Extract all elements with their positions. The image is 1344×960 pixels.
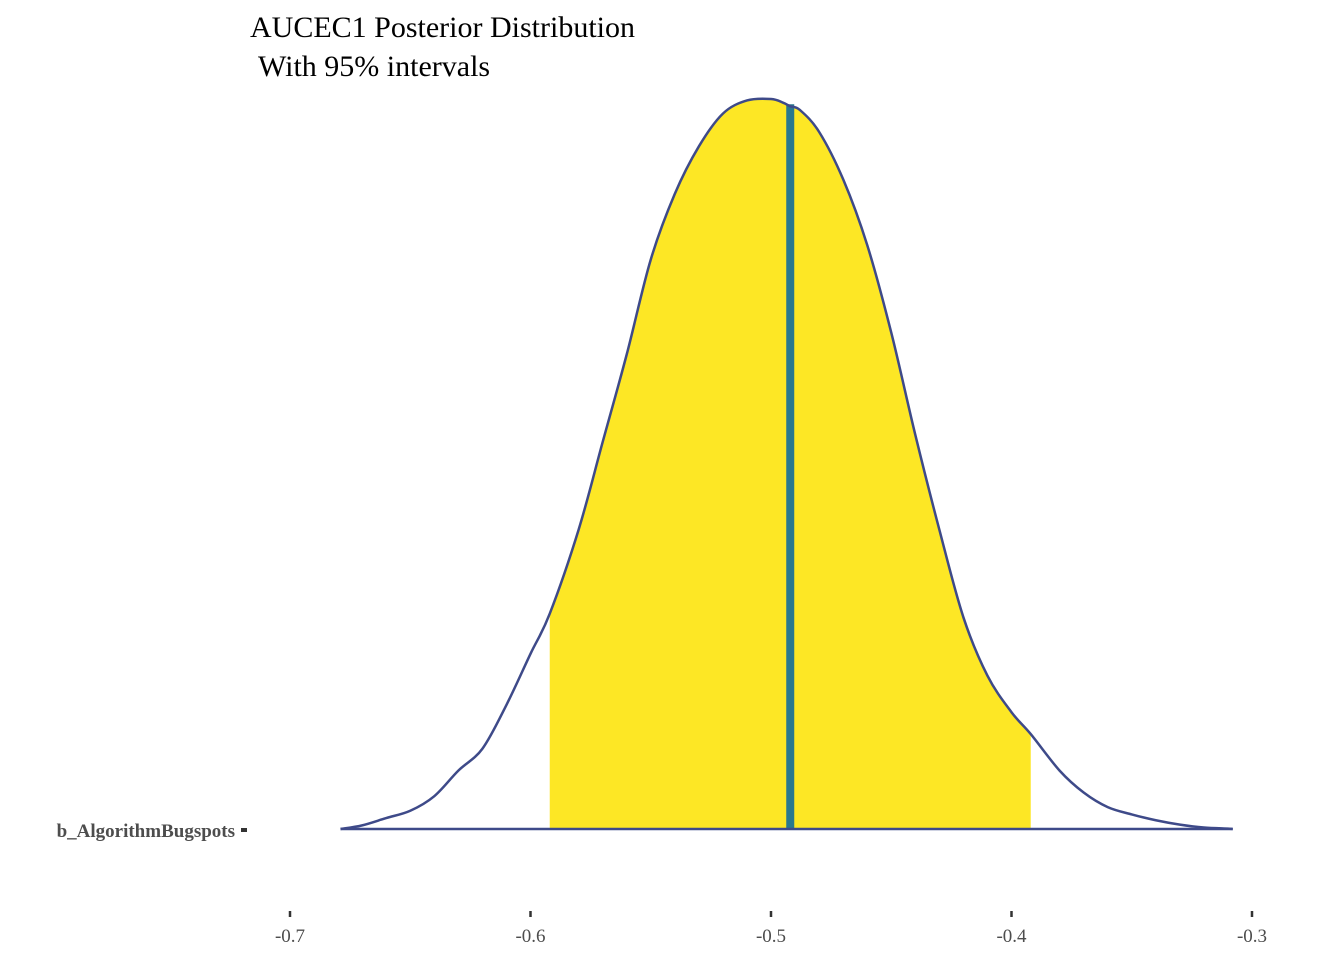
chart-subtitle: With 95% intervals	[258, 50, 490, 83]
y-axis-label-parameter: b_AlgorithmBugspots	[57, 821, 235, 842]
x-tick-label: -0.5	[756, 926, 786, 947]
chart-title: AUCEC1 Posterior Distribution	[250, 11, 635, 44]
y-axis: b_AlgorithmBugspots	[57, 821, 247, 842]
x-tick-label: -0.7	[275, 926, 305, 947]
x-tick-label: -0.4	[996, 926, 1027, 947]
x-axis: -0.7 -0.6 -0.5 -0.4 -0.3	[275, 911, 1267, 947]
x-tick-label: -0.3	[1237, 926, 1267, 947]
x-tick-label: -0.6	[515, 926, 545, 947]
density-curve	[340, 97, 1233, 831]
chart-title-group: AUCEC1 Posterior Distribution With 95% i…	[250, 11, 635, 83]
plot-area	[340, 97, 1233, 831]
